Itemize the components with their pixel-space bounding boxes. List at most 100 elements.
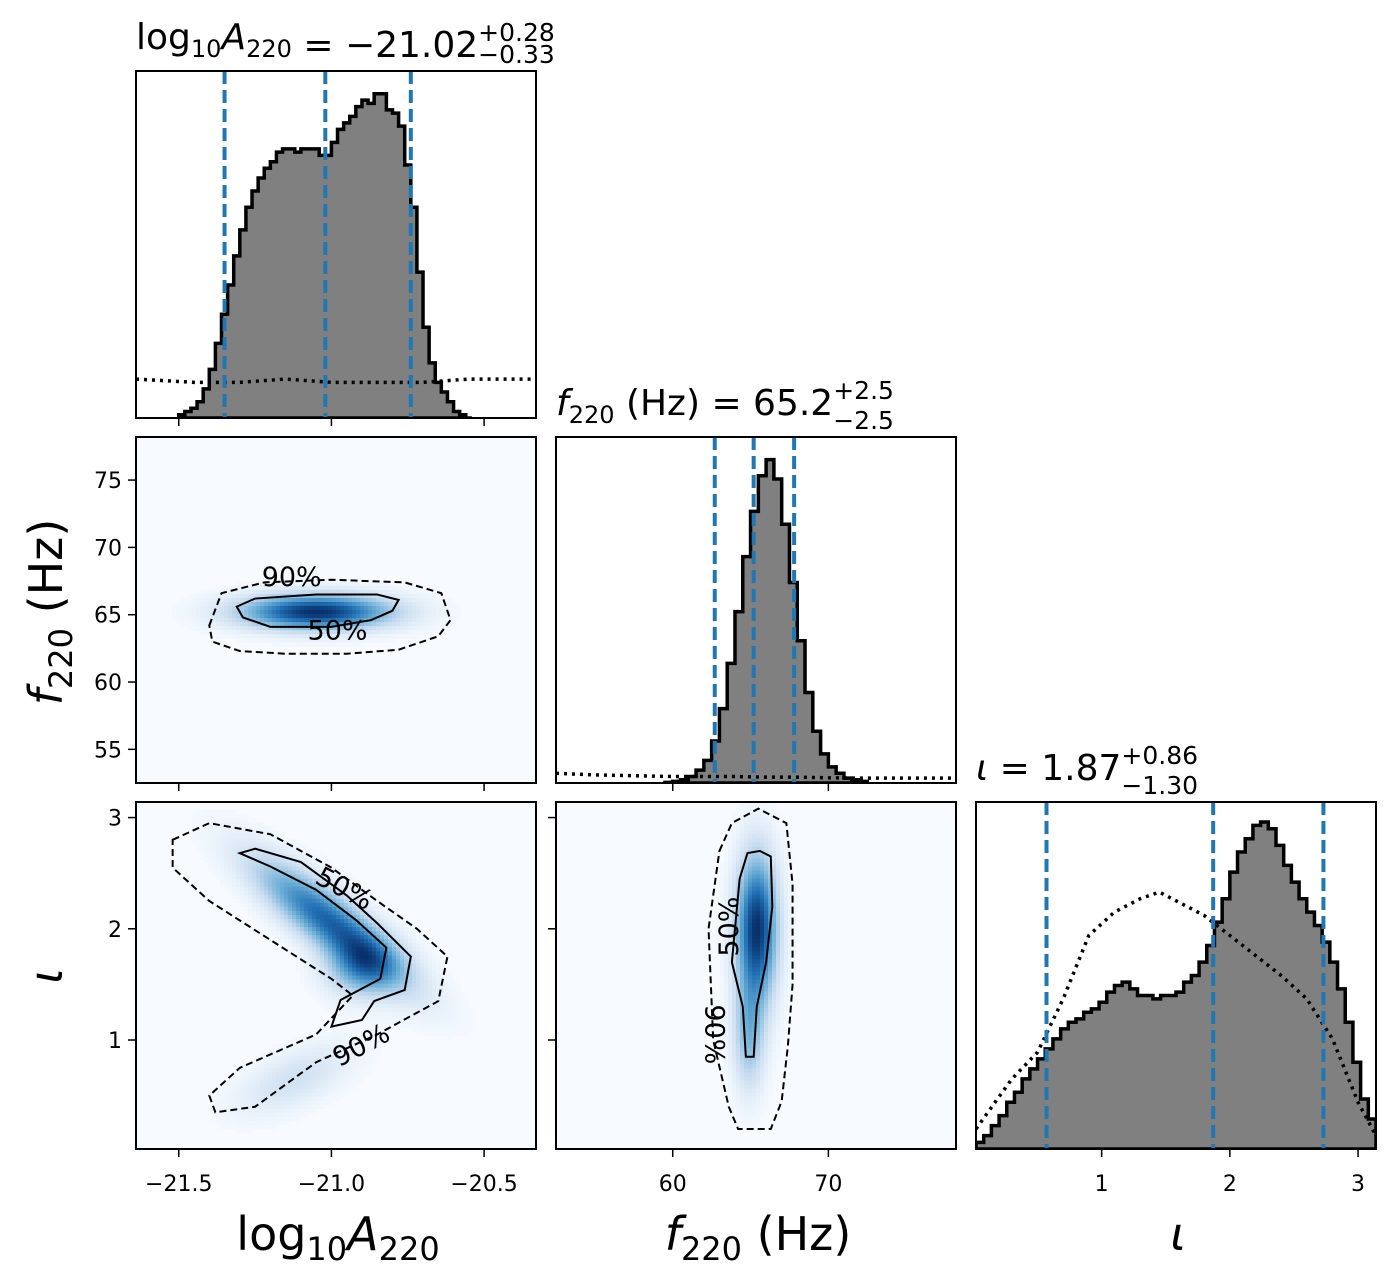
density-cell bbox=[256, 854, 261, 860]
density-cell bbox=[396, 939, 401, 944]
density-cell bbox=[748, 1052, 753, 1057]
density-cell bbox=[440, 995, 445, 1001]
density-cell bbox=[320, 1003, 325, 1009]
density-cell bbox=[448, 1015, 453, 1021]
density-cell bbox=[740, 927, 745, 932]
density-cell bbox=[368, 1019, 373, 1025]
density-cell bbox=[760, 1092, 765, 1098]
density-cell bbox=[272, 1092, 277, 1098]
density-cell bbox=[724, 1031, 729, 1037]
density-cell bbox=[400, 995, 405, 1001]
density-cell bbox=[736, 1084, 741, 1090]
density-cell bbox=[352, 630, 357, 635]
density-cell bbox=[352, 1027, 357, 1033]
density-cell bbox=[264, 870, 269, 876]
density-cell bbox=[396, 923, 401, 928]
density-cell bbox=[268, 906, 273, 912]
density-cell bbox=[760, 1088, 765, 1094]
density-cell bbox=[244, 870, 249, 876]
density-cell bbox=[736, 1027, 741, 1033]
density-cell bbox=[448, 622, 453, 627]
density-cell bbox=[320, 967, 325, 973]
density-cell bbox=[436, 593, 441, 599]
density-cell bbox=[348, 605, 353, 611]
density-cell bbox=[316, 1044, 321, 1049]
density-cell bbox=[724, 1044, 729, 1049]
density-cell bbox=[384, 983, 389, 989]
density-cell bbox=[192, 830, 197, 835]
density-cell bbox=[388, 914, 393, 920]
density-cell bbox=[416, 597, 421, 603]
density-cell bbox=[216, 614, 221, 619]
density-cell bbox=[432, 618, 437, 623]
density-cell bbox=[384, 622, 389, 627]
density-cell bbox=[356, 1060, 361, 1065]
density-cell bbox=[444, 1023, 449, 1029]
density-cell bbox=[236, 589, 241, 595]
density-cell bbox=[232, 862, 237, 868]
density-cell bbox=[740, 1056, 745, 1061]
density-cell bbox=[348, 890, 353, 896]
density-cell bbox=[252, 1120, 257, 1126]
density-cell bbox=[748, 931, 753, 936]
density-cell bbox=[788, 947, 793, 952]
density-cell bbox=[360, 581, 365, 587]
density-cell bbox=[360, 614, 365, 619]
density-cell bbox=[776, 979, 781, 985]
density-cell bbox=[364, 975, 369, 981]
density-cell bbox=[440, 967, 445, 973]
title-label-prefix: log bbox=[136, 17, 191, 58]
density-cell bbox=[760, 939, 765, 944]
density-cell bbox=[760, 1036, 765, 1041]
density-cell bbox=[724, 842, 729, 847]
density-cell bbox=[348, 1064, 353, 1069]
density-cell bbox=[204, 854, 209, 860]
density-cell bbox=[352, 1072, 357, 1077]
density-cell bbox=[716, 939, 721, 944]
density-cell bbox=[448, 610, 453, 615]
density-cell bbox=[748, 1068, 753, 1073]
density-cell bbox=[332, 1076, 337, 1082]
density-cell bbox=[288, 610, 293, 615]
density-cell bbox=[312, 614, 317, 619]
density-cell bbox=[316, 630, 321, 635]
density-cell bbox=[348, 1060, 353, 1065]
density-cell bbox=[288, 581, 293, 587]
density-cell bbox=[224, 874, 229, 880]
density-cell bbox=[380, 605, 385, 611]
density-cell bbox=[340, 943, 345, 948]
density-cell bbox=[788, 939, 793, 944]
density-cell bbox=[396, 601, 401, 607]
density-cell bbox=[264, 846, 269, 852]
density-cell bbox=[720, 1031, 725, 1037]
density-cell bbox=[324, 914, 329, 920]
density-cell bbox=[356, 1048, 361, 1053]
density-cell bbox=[296, 585, 301, 591]
density-cell bbox=[776, 943, 781, 948]
density-cell bbox=[208, 626, 213, 631]
density-cell bbox=[252, 605, 257, 611]
density-cell bbox=[432, 1027, 437, 1033]
density-cell bbox=[408, 1023, 413, 1029]
density-cell bbox=[340, 927, 345, 932]
density-cell bbox=[260, 826, 265, 831]
density-cell bbox=[752, 967, 757, 973]
density-cell bbox=[440, 605, 445, 611]
density-cell bbox=[352, 886, 357, 892]
density-cell bbox=[244, 1108, 249, 1114]
density-cell bbox=[780, 910, 785, 916]
density-cell bbox=[724, 971, 729, 977]
density-cell bbox=[744, 802, 749, 807]
density-cell bbox=[344, 1023, 349, 1029]
density-cell bbox=[752, 955, 757, 960]
density-cell bbox=[736, 1064, 741, 1069]
density-cell bbox=[220, 830, 225, 835]
density-cell bbox=[756, 1011, 761, 1017]
density-cell bbox=[744, 1044, 749, 1049]
density-cell bbox=[764, 947, 769, 952]
density-cell bbox=[768, 991, 773, 997]
density-cell bbox=[764, 971, 769, 977]
density-cell bbox=[400, 923, 405, 928]
density-cell bbox=[272, 846, 277, 852]
density-cell bbox=[760, 1072, 765, 1077]
